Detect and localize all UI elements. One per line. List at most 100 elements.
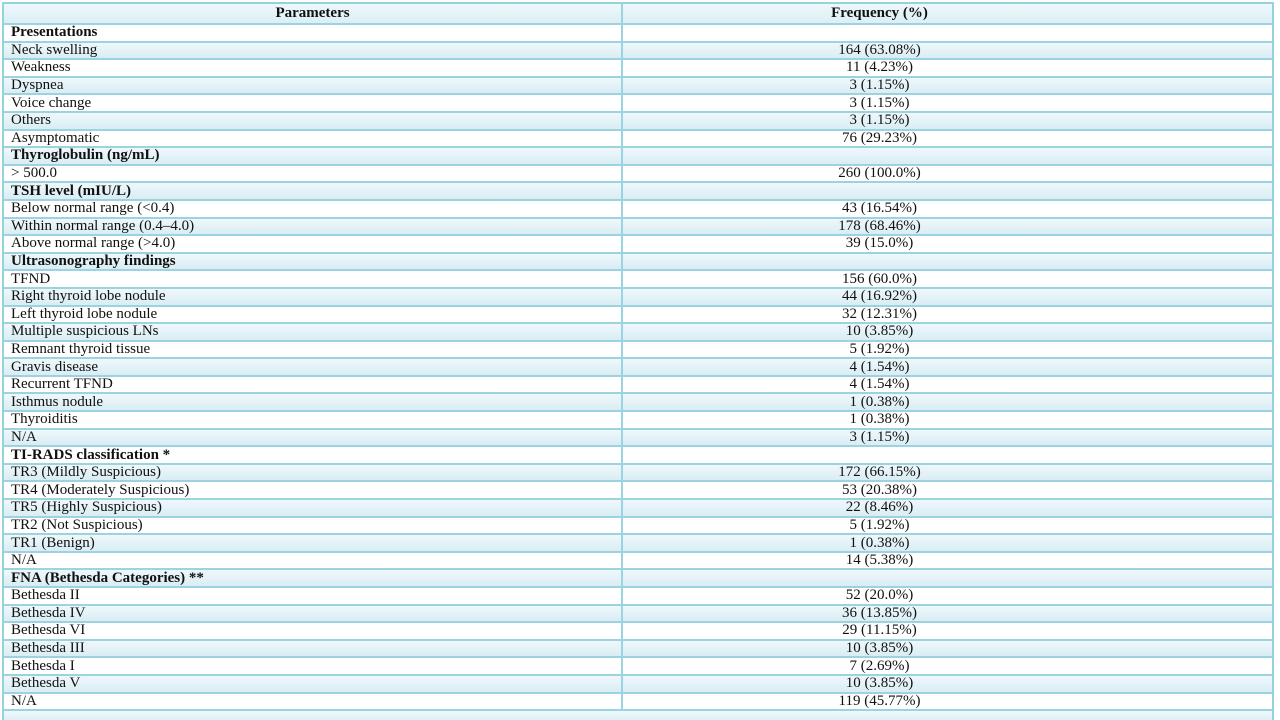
table-row: Others 3 (1.15%) <box>4 112 1272 131</box>
frequency-cell: 76 (29.23%) <box>842 130 917 146</box>
table-row: Bethesda IV 36 (13.85%) <box>4 605 1272 624</box>
table-row: Below normal range (<0.4) 43 (16.54%) <box>4 200 1272 219</box>
parameter-cell: Bethesda II <box>4 588 623 604</box>
frequency-cell <box>623 25 1272 41</box>
cut-off-row <box>4 711 1272 720</box>
table-row: Thyroiditis 1 (0.38%) <box>4 412 1272 430</box>
parameter-cell: Ultrasonography findings <box>4 253 623 270</box>
parameter-cell: Right thyroid lobe nodule <box>4 288 623 305</box>
frequency-cell: 5 (1.92%) <box>849 341 910 357</box>
parameter-cell: Isthmus nodule <box>4 394 623 411</box>
table-row: Bethesda V 10 (3.85%) <box>4 675 1272 694</box>
table-row: Presentations <box>4 25 1272 43</box>
parameter-cell: Neck swelling <box>4 42 623 59</box>
parameter-cell: Bethesda I <box>4 658 623 674</box>
frequency-cell: 178 (68.46%) <box>838 218 921 234</box>
parameter-cell: N/A <box>4 552 623 569</box>
parameter-cell: N/A <box>4 429 623 446</box>
parameter-cell: Bethesda V <box>4 675 623 692</box>
table-row: Neck swelling 164 (63.08%) <box>4 42 1272 61</box>
table-row: Voice change 3 (1.15%) <box>4 95 1272 113</box>
frequency-cell: 3 (1.15%) <box>849 95 910 111</box>
parameter-cell: Within normal range (0.4–4.0) <box>4 218 623 235</box>
frequency-cell: 5 (1.92%) <box>849 517 910 533</box>
table-row: N/A 3 (1.15%) <box>4 429 1272 448</box>
frequency-cell <box>623 183 1272 199</box>
parameter-cell: Left thyroid lobe nodule <box>4 306 623 323</box>
frequency-cell: 3 (1.15%) <box>849 429 910 445</box>
frequency-cell: 43 (16.54%) <box>842 200 917 217</box>
table-row: TR1 (Benign) 1 (0.38%) <box>4 535 1272 553</box>
frequency-cell: 29 (11.15%) <box>842 623 917 639</box>
table-row: Recurrent TFND 4 (1.54%) <box>4 376 1272 395</box>
frequency-cell <box>623 148 1272 164</box>
table-row: TR5 (Highly Suspicious) 22 (8.46%) <box>4 500 1272 518</box>
frequency-cell: 156 (60.0%) <box>842 271 917 287</box>
table-row: TR3 (Mildly Suspicious) 172 (66.15%) <box>4 464 1272 483</box>
parameter-cell: Thyroiditis <box>4 412 623 428</box>
table-row: TI-RADS classification * <box>4 447 1272 465</box>
table-row: N/A 14 (5.38%) <box>4 552 1272 571</box>
frequency-cell: 44 (16.92%) <box>842 288 917 305</box>
frequency-cell: 4 (1.54%) <box>849 359 910 375</box>
parameter-cell: Gravis disease <box>4 359 623 375</box>
frequency-cell: 32 (12.31%) <box>842 306 917 322</box>
frequency-cell: 7 (2.69%) <box>849 658 910 674</box>
frequency-cell: 11 (4.23%) <box>846 60 913 76</box>
parameter-cell: Below normal range (<0.4) <box>4 200 623 217</box>
frequency-cell: 1 (0.38%) <box>849 535 910 551</box>
parameter-cell: Others <box>4 112 623 129</box>
parameter-cell: Recurrent TFND <box>4 376 623 393</box>
parameter-cell: FNA (Bethesda Categories) ** <box>4 570 623 586</box>
parameter-cell: TR4 (Moderately Suspicious) <box>4 482 623 499</box>
parameter-cell: Voice change <box>4 95 623 111</box>
table-row: > 500.0 260 (100.0%) <box>4 165 1272 184</box>
parameter-cell: TSH level (mIU/L) <box>4 183 623 199</box>
table-row: Above normal range (>4.0) 39 (15.0%) <box>4 236 1272 254</box>
parameter-cell: Bethesda III <box>4 640 623 657</box>
table-row: Dyspnea 3 (1.15%) <box>4 77 1272 96</box>
frequency-cell: 39 (15.0%) <box>845 236 914 252</box>
table-row: Bethesda II 52 (20.0%) <box>4 588 1272 606</box>
table-row: Remnant thyroid tissue 5 (1.92%) <box>4 341 1272 360</box>
parameter-cell: TR5 (Highly Suspicious) <box>4 500 623 516</box>
table-row: TR2 (Not Suspicious) 5 (1.92%) <box>4 517 1272 536</box>
table-row: Left thyroid lobe nodule 32 (12.31%) <box>4 306 1272 325</box>
frequency-cell: 10 (3.85%) <box>845 324 914 340</box>
frequency-cell: 260 (100.0%) <box>838 165 921 182</box>
table-row: TFND 156 (60.0%) <box>4 271 1272 289</box>
parameter-cell: Bethesda IV <box>4 605 623 622</box>
table-row: FNA (Bethesda Categories) ** <box>4 570 1272 588</box>
parameter-cell: Above normal range (>4.0) <box>4 236 623 252</box>
frequency-cell: 1 (0.38%) <box>849 394 910 410</box>
parameter-cell: TR2 (Not Suspicious) <box>4 517 623 534</box>
table-row: N/A 119 (45.77%) <box>4 693 1272 712</box>
frequency-cell: 22 (8.46%) <box>845 500 914 516</box>
table-row: Multiple suspicious LNs 10 (3.85%) <box>4 324 1272 342</box>
table-row: Bethesda VI 29 (11.15%) <box>4 623 1272 641</box>
table-row: Thyroglobulin (ng/mL) <box>4 148 1272 166</box>
parameter-cell: Thyroglobulin (ng/mL) <box>4 148 623 164</box>
frequency-cell: 52 (20.0%) <box>845 588 914 604</box>
table-row: Bethesda I 7 (2.69%) <box>4 658 1272 676</box>
table-header-row: Parameters Frequency (%) <box>4 4 1272 25</box>
parameter-cell: Weakness <box>4 60 623 76</box>
frequency-cell: 119 (45.77%) <box>838 693 921 709</box>
table-row: TSH level (mIU/L) <box>4 183 1272 201</box>
parameter-cell: Remnant thyroid tissue <box>4 341 623 358</box>
frequency-cell: 3 (1.15%) <box>849 112 910 129</box>
parameter-cell: > 500.0 <box>4 165 623 182</box>
frequency-cell: 1 (0.38%) <box>849 412 910 428</box>
parameter-cell: TR1 (Benign) <box>4 535 623 551</box>
frequency-cell <box>623 570 1272 586</box>
frequency-cell: 53 (20.38%) <box>842 482 917 498</box>
table-row: Gravis disease 4 (1.54%) <box>4 359 1272 377</box>
table-row: Isthmus nodule 1 (0.38%) <box>4 394 1272 413</box>
frequency-cell <box>623 447 1272 463</box>
frequency-cell: 3 (1.15%) <box>849 77 910 94</box>
column-header-frequency: Frequency (%) <box>831 5 928 21</box>
table-row: Bethesda III 10 (3.85%) <box>4 640 1272 659</box>
table-row: Right thyroid lobe nodule 44 (16.92%) <box>4 288 1272 307</box>
table-row: Ultrasonography findings <box>4 253 1272 272</box>
